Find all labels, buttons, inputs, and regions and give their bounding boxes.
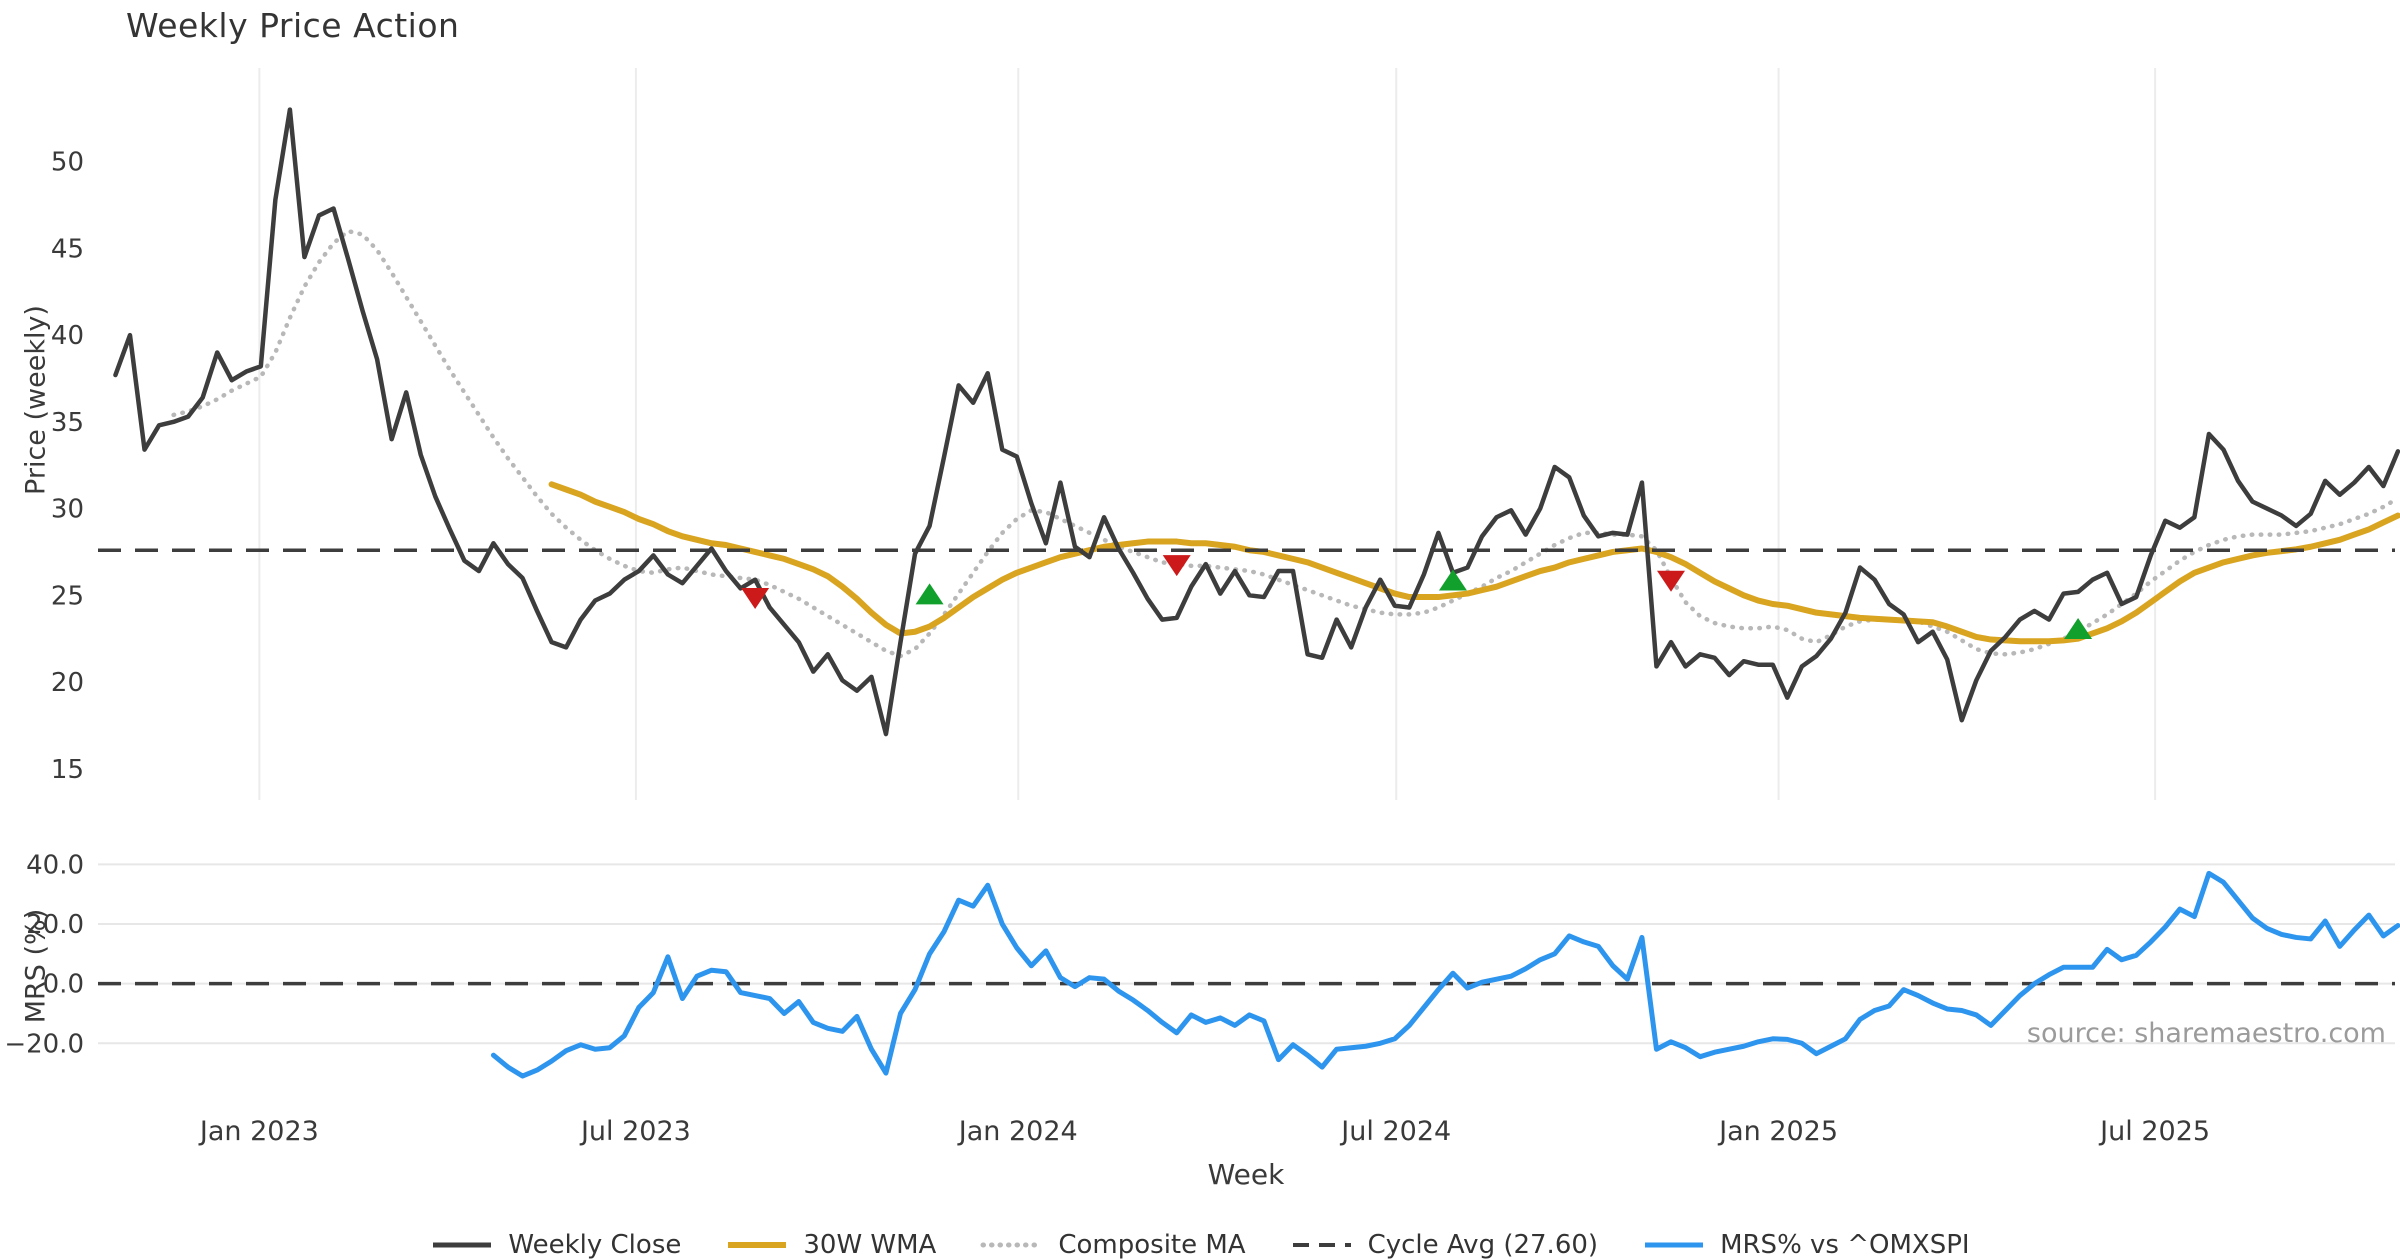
y-tick-label: 35 bbox=[51, 408, 84, 438]
x-tick-label: Jul 2024 bbox=[1339, 1116, 1451, 1147]
x-axis-label: Week bbox=[1207, 1158, 1285, 1191]
legend-label: Composite MA bbox=[1058, 1230, 1246, 1260]
x-tick-label: Jul 2025 bbox=[2098, 1116, 2210, 1147]
sell-marker bbox=[741, 588, 770, 610]
y-tick-label: 25 bbox=[51, 581, 84, 611]
y-tick-label: 40.0 bbox=[26, 850, 84, 880]
y-tick-label: 0.0 bbox=[43, 970, 84, 1000]
source-attribution: source: sharemaestro.com bbox=[2026, 1018, 2386, 1049]
legend-item-mrs-vs-omxspi: MRS% vs ^OMXSPI bbox=[1642, 1230, 1970, 1260]
price-panel: 15 20 25 30 35 40 45 50 bbox=[51, 68, 2400, 800]
legend-swatch-icon bbox=[1645, 1242, 1704, 1248]
chart-legend: Weekly Close 30W WMA Composite MA Cycle Avg… bbox=[0, 1222, 2400, 1260]
30w-wma-line bbox=[548, 481, 2400, 645]
legend-item-weekly-close: Weekly Close bbox=[430, 1230, 681, 1260]
legend-label: MRS% vs ^OMXSPI bbox=[1720, 1230, 1970, 1260]
sell-marker bbox=[1657, 570, 1686, 592]
y-tick-label: 20 bbox=[51, 668, 84, 698]
y-tick-label: 40 bbox=[51, 321, 84, 351]
composite-ma-line bbox=[171, 228, 2400, 659]
legend-swatch-icon bbox=[1292, 1243, 1351, 1247]
price-axis-label: Price (weekly) bbox=[20, 305, 52, 495]
x-tick-label: Jan 2024 bbox=[957, 1116, 1078, 1147]
legend-swatch-icon bbox=[728, 1242, 787, 1248]
mrs-panel: −20.0 0.0 20.0 40.0 bbox=[4, 850, 2400, 1079]
x-tick-label: Jan 2023 bbox=[198, 1116, 319, 1147]
legend-item-30w-wma: 30W WMA bbox=[725, 1230, 936, 1260]
mrs-axis-label: MRS (%) bbox=[20, 908, 52, 1024]
legend-label: 30W WMA bbox=[803, 1230, 937, 1260]
weekly-close-line bbox=[113, 107, 2400, 737]
y-tick-label: 15 bbox=[51, 755, 84, 785]
legend-swatch-icon bbox=[433, 1242, 492, 1248]
legend-item-cycle-avg-27-60-: Cycle Avg (27.60) bbox=[1290, 1230, 1598, 1260]
legend-label: Cycle Avg (27.60) bbox=[1367, 1230, 1599, 1260]
x-tick-label: Jan 2025 bbox=[1717, 1116, 1838, 1147]
legend-swatch-icon bbox=[980, 1242, 1044, 1248]
buy-marker bbox=[2064, 618, 2093, 640]
mrs-vs-omxspi-line bbox=[490, 870, 2400, 1079]
chart-title: Weekly Price Action bbox=[126, 6, 460, 45]
legend-label: Weekly Close bbox=[508, 1230, 682, 1260]
y-tick-label: 50 bbox=[51, 148, 84, 178]
y-tick-label: 20.0 bbox=[26, 910, 84, 940]
sell-marker bbox=[1162, 555, 1191, 577]
y-tick-label: −20.0 bbox=[4, 1029, 84, 1059]
buy-marker bbox=[1438, 569, 1467, 591]
legend-item-composite-ma: Composite MA bbox=[980, 1230, 1246, 1260]
y-tick-label: 45 bbox=[51, 234, 84, 264]
buy-marker bbox=[915, 583, 944, 605]
y-tick-label: 30 bbox=[51, 495, 84, 525]
x-tick-label: Jul 2023 bbox=[579, 1116, 691, 1147]
